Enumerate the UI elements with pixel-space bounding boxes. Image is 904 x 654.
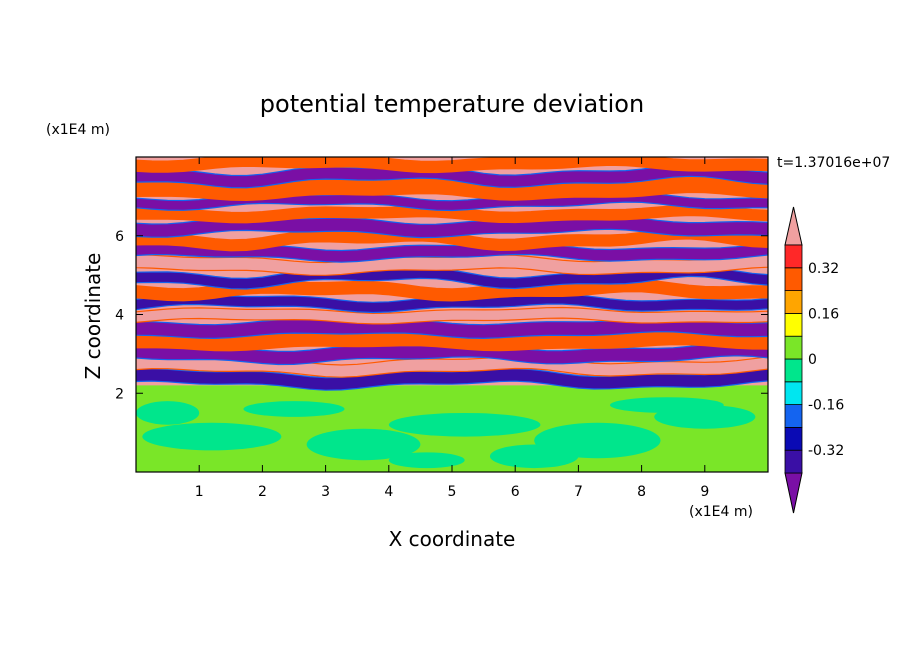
x-tick-label: 5 [448, 484, 457, 500]
y-tick-label: 6 [115, 229, 124, 245]
field-blob [388, 452, 465, 469]
x-tick-label: 7 [574, 484, 583, 500]
colorbar-top-arrow [784, 206, 803, 246]
negative-band [136, 293, 768, 314]
x-unit-label: (x1E4 m) [689, 504, 753, 520]
colorbar-swatch [784, 335, 803, 360]
positive-band [136, 157, 768, 174]
x-tick-label: 2 [258, 484, 267, 500]
x-tick-label: 4 [384, 484, 393, 500]
colorbar-tick-label: -0.32 [808, 443, 844, 459]
field-blob [136, 401, 200, 425]
colorbar-swatch [784, 267, 803, 291]
colorbar-swatch [784, 358, 803, 383]
x-tick-label: 9 [700, 484, 709, 500]
y-axis-label: Z coordinate [81, 253, 105, 380]
field-blob [142, 422, 282, 451]
colorbar-swatch [784, 426, 803, 451]
colorbar-swatch [784, 290, 803, 314]
colorbar-tick-label: 0.32 [808, 261, 839, 277]
field-blob [489, 444, 579, 469]
y-axis: 2 4 6 [115, 229, 768, 402]
positive-band [136, 278, 768, 302]
x-tick-label: 1 [195, 484, 204, 500]
field-blob [388, 412, 541, 437]
colorbar-swatch [784, 312, 803, 337]
colorbar-swatch [784, 404, 803, 428]
x-tick-label: 8 [637, 484, 646, 500]
y-tick-label: 4 [115, 308, 124, 324]
colorbar-swatch [784, 381, 803, 405]
time-label: t=1.37016e+07 [777, 155, 890, 171]
colorbar-tick-label: 0 [808, 352, 817, 368]
y-unit-label: (x1E4 m) [46, 122, 110, 138]
positive-band [136, 306, 768, 325]
x-tick-label: 6 [511, 484, 520, 500]
heatmap-field [136, 157, 768, 472]
positive-band [136, 204, 768, 224]
field-blob [306, 428, 421, 461]
colorbar: 0.32 0.16 0 -0.16 -0.32 [784, 206, 844, 514]
y-tick-label: 2 [115, 386, 124, 402]
field-blob [610, 397, 724, 413]
x-axis-label: X coordinate [389, 527, 516, 551]
field-blob [243, 401, 345, 417]
colorbar-tick-label: -0.16 [808, 398, 844, 414]
colorbar-swatch [784, 449, 803, 474]
x-axis: 1 2 3 4 5 6 7 8 9 [195, 157, 709, 500]
colorbar-swatch [784, 244, 803, 269]
colorbar-tick-label: 0.16 [808, 306, 839, 322]
chart-title: potential temperature deviation [260, 90, 644, 118]
colorbar-bottom-arrow [784, 472, 803, 514]
x-tick-label: 3 [321, 484, 330, 500]
negative-band [136, 242, 768, 263]
